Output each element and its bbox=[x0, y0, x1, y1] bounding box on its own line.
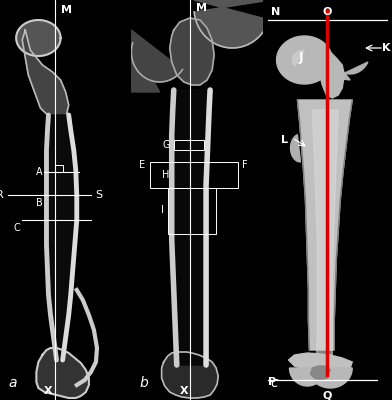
Bar bbox=[149, 162, 238, 188]
Text: S: S bbox=[95, 190, 102, 200]
Text: H: H bbox=[162, 170, 170, 180]
Polygon shape bbox=[131, 30, 183, 92]
Polygon shape bbox=[277, 36, 332, 84]
Text: J: J bbox=[298, 52, 303, 64]
Polygon shape bbox=[289, 353, 352, 372]
Text: F: F bbox=[242, 160, 248, 170]
Polygon shape bbox=[162, 352, 218, 398]
Text: B: B bbox=[36, 198, 42, 208]
Text: b: b bbox=[140, 376, 148, 390]
Text: L: L bbox=[281, 135, 288, 145]
Polygon shape bbox=[170, 18, 214, 85]
Polygon shape bbox=[16, 20, 61, 56]
Polygon shape bbox=[312, 110, 338, 355]
Polygon shape bbox=[290, 368, 325, 386]
Polygon shape bbox=[47, 115, 77, 360]
Polygon shape bbox=[290, 135, 300, 162]
Text: P: P bbox=[268, 377, 276, 387]
Text: X: X bbox=[44, 386, 53, 396]
Text: R: R bbox=[0, 190, 4, 200]
Text: O: O bbox=[323, 7, 332, 17]
Text: I: I bbox=[161, 205, 163, 215]
Bar bbox=[174, 140, 204, 150]
Polygon shape bbox=[36, 348, 89, 398]
Bar bbox=[54, 165, 63, 172]
Bar bbox=[168, 188, 216, 234]
Text: c: c bbox=[270, 376, 278, 390]
Text: A: A bbox=[36, 167, 42, 177]
Polygon shape bbox=[318, 50, 344, 98]
Polygon shape bbox=[22, 30, 69, 122]
Text: N: N bbox=[270, 7, 280, 17]
Polygon shape bbox=[330, 56, 368, 80]
Text: M: M bbox=[196, 3, 207, 13]
Text: C: C bbox=[13, 223, 20, 233]
Polygon shape bbox=[194, 0, 271, 48]
Text: K: K bbox=[381, 43, 390, 53]
Polygon shape bbox=[309, 368, 352, 388]
Polygon shape bbox=[292, 50, 305, 66]
Polygon shape bbox=[310, 366, 330, 380]
Text: a: a bbox=[8, 376, 16, 390]
Text: M: M bbox=[61, 5, 72, 15]
Text: E: E bbox=[139, 160, 145, 170]
Text: X: X bbox=[180, 386, 188, 396]
Polygon shape bbox=[298, 100, 352, 350]
Polygon shape bbox=[172, 90, 210, 365]
Text: Q: Q bbox=[323, 390, 332, 400]
Text: G: G bbox=[162, 140, 170, 150]
